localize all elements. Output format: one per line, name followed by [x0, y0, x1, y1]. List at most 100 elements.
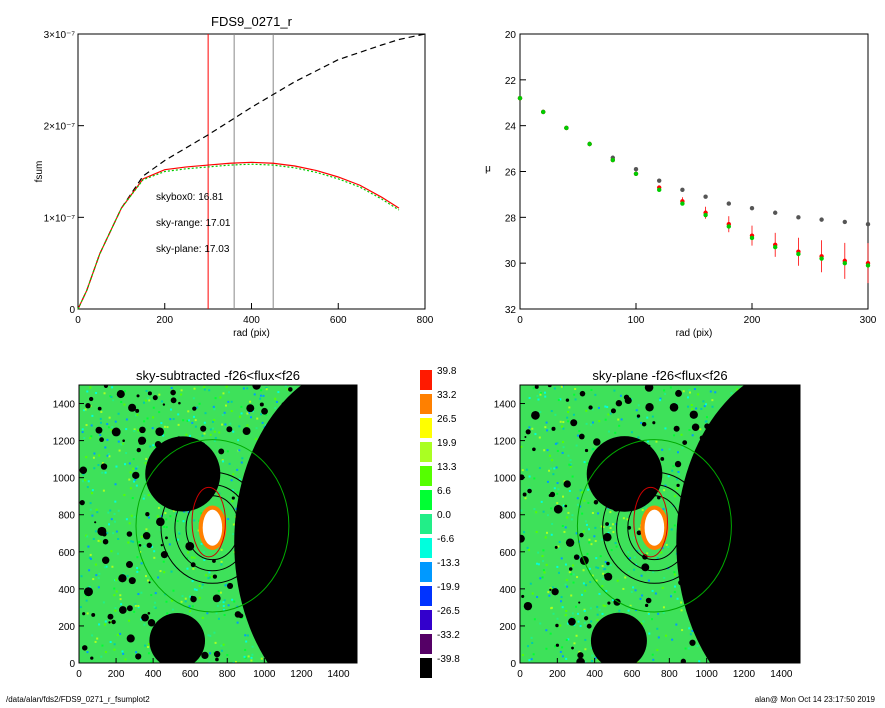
heatmap-speckle — [611, 523, 614, 526]
heatmap-speckle — [87, 545, 90, 548]
heatmap-speckle — [240, 461, 243, 464]
heatmap-speckle — [674, 573, 677, 576]
plot2-point-s0 — [726, 201, 731, 206]
heatmap-contour-red — [191, 486, 226, 558]
heatmap-speckle — [675, 623, 678, 626]
heatmap-speckle — [647, 611, 650, 614]
heatmap-speckle — [705, 416, 708, 419]
heatmap-speckle — [93, 467, 96, 470]
heatmap-mask-dot — [126, 634, 135, 643]
heatmap-speckle — [85, 594, 88, 597]
heatmap-mask-large — [590, 612, 647, 663]
heatmap-speckle — [673, 434, 676, 437]
plot1-annotation-1: sky-range: 17.01 — [156, 218, 231, 229]
heatmap-speckle — [122, 652, 125, 655]
heatmap-speckle — [662, 606, 665, 609]
heatmap-mask-dot — [83, 587, 93, 597]
heatmap-speckle — [703, 405, 706, 408]
heatmap-speckle — [669, 595, 672, 598]
heatmap-speckle — [656, 557, 659, 560]
heatmap-speckle — [147, 646, 150, 649]
heatmap-speckle — [147, 579, 150, 582]
heatmap-speckle — [116, 633, 119, 636]
heatmap-speckle — [557, 399, 560, 402]
heatmap-speckle — [538, 467, 541, 470]
heatmap-speckle — [613, 389, 616, 392]
heatmap-speckle — [97, 464, 100, 467]
heatmap-speckle — [586, 552, 589, 555]
heatmap-speckle — [604, 418, 607, 421]
heatmap-speckle — [112, 532, 115, 535]
heatmap-speckle — [585, 584, 588, 587]
heatmap-speckle — [232, 661, 235, 663]
heatmap-speckle — [568, 571, 571, 574]
heatmap-speckle — [94, 640, 97, 643]
heatmap-speckle — [92, 578, 95, 581]
heatmap-mask-dot — [192, 406, 197, 411]
heatmap-speckle — [577, 434, 580, 437]
heatmap-speckle — [165, 518, 168, 521]
heatmap-speckle — [554, 442, 557, 445]
heatmap-mask-dot — [227, 582, 234, 589]
footer-user-time: alan@ Mon Oct 14 23:17:50 2019 — [754, 695, 875, 704]
heatmap-speckle — [550, 507, 553, 510]
heatmap-speckle — [636, 661, 639, 663]
heatmap-speckle — [579, 505, 582, 508]
heatmap-speckle — [286, 388, 289, 391]
heatmap-speckle — [647, 612, 650, 615]
heatmap-speckle — [598, 592, 601, 595]
heatmap-speckle — [607, 531, 610, 534]
heatmap-speckle — [224, 584, 227, 587]
heatmap-speckle — [241, 457, 244, 460]
heatmap-speckle — [569, 464, 572, 467]
heatmap-speckle — [217, 589, 220, 592]
heatmap-speckle — [561, 606, 564, 609]
heatmap-speckle — [657, 612, 660, 615]
heatmap-speckle — [646, 440, 649, 443]
heatmap-contour-red — [633, 486, 668, 558]
heatmap-speckle — [573, 617, 576, 620]
heatmap-speckle — [524, 497, 527, 500]
heatmap-speckle — [681, 446, 684, 449]
heatmap-speckle — [560, 385, 563, 388]
heatmap-speckle — [232, 523, 235, 526]
plot1-ytick-label: 2×10⁻⁷ — [44, 122, 76, 133]
heatmap-speckle — [133, 480, 136, 483]
heatmap-speckle — [609, 564, 612, 567]
heatmap-mask-dot — [645, 597, 652, 604]
heatmap-speckle — [106, 454, 109, 457]
heatmap-mask-dot — [97, 526, 107, 536]
heatmap-speckle — [544, 536, 547, 539]
heatmap-speckle — [262, 394, 265, 397]
heatmap-speckle — [208, 389, 211, 392]
heatmap-speckle — [157, 576, 160, 579]
heatmap-speckle — [548, 469, 551, 472]
heatmap-mask-large — [145, 436, 221, 512]
heatmap-speckle — [688, 391, 691, 394]
heatmap-speckle — [191, 605, 194, 608]
heatmap-2-title: sky-subtracted -f26<flux<f26 — [136, 368, 300, 383]
heatmap-mask-dot — [520, 534, 525, 543]
heatmap-speckle — [590, 388, 593, 391]
heatmap-speckle — [588, 538, 591, 541]
heatmap-speckle — [144, 575, 147, 578]
heatmap-mask-dot — [588, 405, 593, 410]
heatmap-speckle — [114, 483, 117, 486]
heatmap-speckle — [574, 398, 577, 401]
heatmap-speckle — [668, 448, 671, 451]
heatmap-speckle — [688, 389, 691, 392]
heatmap-speckle — [115, 465, 118, 468]
heatmap-speckle — [109, 509, 112, 512]
heatmap-speckle — [144, 644, 147, 647]
heatmap-speckle — [125, 418, 128, 421]
heatmap-speckle — [246, 387, 249, 390]
heatmap-speckle — [126, 575, 129, 578]
heatmap-speckle — [591, 574, 594, 577]
heatmap-mask-dot — [555, 643, 560, 647]
heatmap-speckle — [86, 390, 89, 393]
heatmap-speckle — [187, 410, 190, 413]
heatmap-speckle — [131, 497, 134, 500]
heatmap-speckle — [561, 425, 564, 428]
heatmap-mask-dot — [636, 530, 642, 536]
heatmap-mask-dot — [82, 645, 88, 651]
